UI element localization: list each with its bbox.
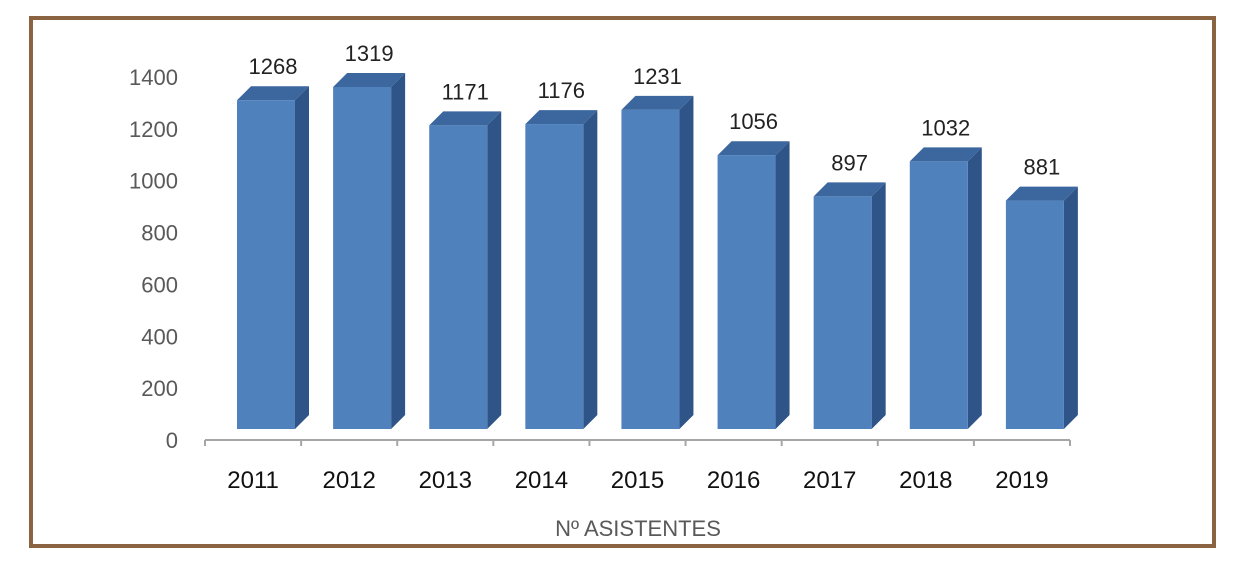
x-axis [204, 439, 1071, 446]
bar-2011 [237, 86, 309, 430]
y-tick-label-800: 800 [141, 221, 178, 246]
data-labels: 1268 1319 1171 1176 1231 1056 897 1032 881 [249, 41, 1061, 180]
bar-top [1005, 186, 1078, 201]
bars [237, 73, 1078, 430]
bar-front [237, 100, 295, 430]
bar-front [333, 87, 392, 430]
bar-side [679, 95, 694, 430]
bar-side [1063, 186, 1078, 429]
bar-top [909, 147, 982, 162]
y-tick-label-1200: 1200 [129, 117, 178, 142]
data-label-2015: 1231 [633, 64, 682, 89]
data-label-2016: 1056 [729, 109, 778, 134]
x-tick-label-2014: 2014 [515, 467, 568, 494]
bar-2019 [1005, 186, 1078, 429]
bar-top [525, 110, 598, 125]
bar-2014 [525, 110, 598, 429]
bar-front [717, 155, 776, 430]
data-label-2014: 1176 [538, 78, 585, 103]
bar-2017 [813, 182, 886, 429]
x-tick-label-2011: 2011 [227, 467, 279, 494]
bar-front [813, 196, 872, 429]
bar-2016 [717, 141, 790, 430]
bar-top [717, 141, 790, 156]
y-axis: 0 200 400 600 800 1000 1200 1400 [129, 65, 178, 453]
bar-top [621, 95, 694, 110]
x-tick-label-2016: 2016 [707, 467, 760, 494]
data-label-2018: 1032 [921, 115, 970, 140]
x-tick-label-2018: 2018 [899, 467, 952, 494]
bar-front [909, 161, 968, 429]
bar-side [775, 141, 790, 430]
x-tick-label-2012: 2012 [322, 467, 375, 494]
x-axis-title: Nº ASISTENTES [555, 516, 721, 541]
y-tick-label-1400: 1400 [129, 65, 178, 90]
data-label-2011: 1268 [249, 54, 298, 79]
x-tick-label-2019: 2019 [995, 467, 1048, 494]
bar-side [967, 147, 982, 429]
x-tick-label-2017: 2017 [803, 467, 856, 494]
bar-side [871, 182, 886, 429]
y-tick-label-400: 400 [141, 324, 178, 349]
bar-front [1005, 200, 1064, 429]
y-tick-label-0: 0 [166, 428, 178, 453]
bar-2018 [909, 147, 982, 429]
y-tick-label-600: 600 [141, 272, 178, 297]
bar-2012 [333, 73, 406, 430]
bar-top [333, 73, 406, 88]
data-label-2012: 1319 [345, 41, 394, 66]
x-tick-label-2015: 2015 [611, 467, 664, 494]
bar-front [621, 109, 680, 430]
bar-front [525, 124, 584, 429]
bar-front [429, 125, 488, 429]
y-tick-label-200: 200 [141, 376, 178, 401]
bar-top [237, 86, 309, 101]
data-label-2019: 881 [1024, 155, 1061, 180]
bar-top [813, 182, 886, 197]
data-label-2017: 897 [831, 150, 868, 175]
bar-top [429, 111, 502, 126]
x-tick-labels: 2011 2012 2013 2014 2015 2016 2017 2018 2019 [227, 467, 1048, 494]
bar-2015 [621, 95, 694, 430]
bar-side [487, 111, 502, 429]
y-tick-label-1000: 1000 [129, 169, 178, 194]
bar-2013 [429, 111, 502, 429]
bar-side [391, 73, 406, 430]
x-tick-label-2013: 2013 [419, 467, 472, 494]
bar-side [295, 86, 309, 430]
data-label-2013: 1171 [442, 79, 489, 104]
bar-side [583, 110, 598, 429]
